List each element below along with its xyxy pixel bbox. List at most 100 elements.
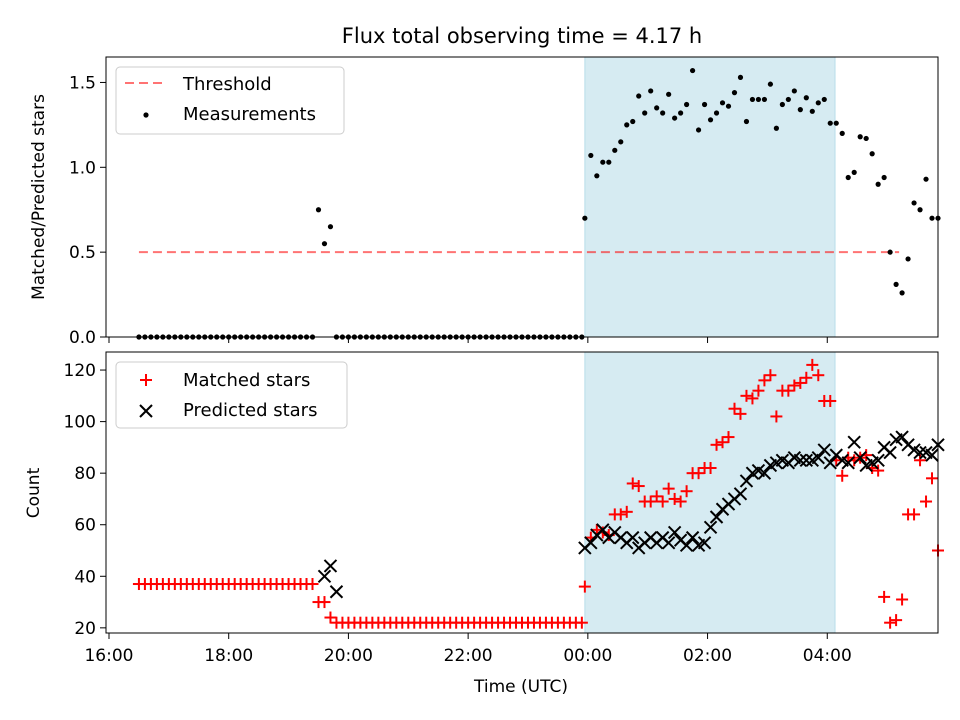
measurement-point: [684, 101, 690, 108]
y-tick-label: 0.5: [69, 243, 96, 263]
matched-star-point: [626, 477, 639, 490]
bottom-x-ticks: 16:00 18:00 20:00 22:00 00:00 02:00 04:00: [84, 633, 852, 666]
x-axis-label: Time (UTC): [473, 677, 568, 697]
matched-star-point: [872, 464, 885, 477]
measurement-point: [600, 159, 606, 165]
matched-star-point: [812, 369, 825, 382]
matched-star-point: [704, 462, 717, 475]
chart-title: Flux total observing time = 4.17 h: [342, 24, 702, 48]
measurement-point: [905, 256, 911, 262]
measurement-point: [791, 88, 797, 94]
matched-star-point: [680, 485, 693, 498]
measurement-point: [779, 101, 785, 108]
predicted-star-point: [661, 536, 676, 550]
predicted-stars-points: [317, 430, 945, 599]
y-tick-label: 80: [74, 464, 96, 484]
x-tick-label: 22:00: [444, 646, 493, 666]
measurement-point: [785, 96, 791, 103]
matched-star-point: [740, 389, 753, 402]
matched-star-point: [716, 436, 729, 449]
x-tick-label: 02:00: [683, 646, 732, 666]
measurement-point: [863, 135, 869, 142]
measurement-point: [809, 108, 815, 114]
matched-star-point: [770, 410, 783, 423]
predicted-star-point: [709, 510, 724, 524]
measurement-point: [857, 134, 863, 140]
predicted-star-point: [685, 530, 700, 545]
bottom-y-axis-label: Count: [24, 467, 44, 518]
predicted-star-point: [323, 559, 338, 573]
measurement-point: [654, 105, 660, 111]
bottom-y-ticks: 20 40 60 80 100 120: [64, 361, 106, 639]
measurement-point: [851, 169, 857, 175]
top-x-ticks: [108, 337, 828, 343]
matched-star-point: [674, 495, 687, 508]
measurement-point: [881, 174, 887, 181]
measurement-point: [893, 281, 899, 287]
matched-star-point: [824, 394, 837, 407]
predicted-star-point: [817, 443, 831, 457]
measurement-point: [731, 90, 738, 96]
matched-star-point: [650, 490, 663, 503]
matched-star-point: [620, 505, 633, 518]
measurement-point: [869, 151, 875, 157]
measurement-point: [923, 176, 929, 182]
matched-star-point: [926, 472, 939, 485]
predicted-star-point: [871, 453, 885, 467]
y-tick-label: 20: [74, 619, 96, 639]
measurement-point: [899, 290, 905, 296]
bottom-legend: Matched stars Predicted stars: [115, 361, 348, 429]
measurement-point: [737, 74, 744, 80]
y-tick-label: 40: [74, 567, 96, 587]
matched-star-point: [788, 379, 801, 392]
legend-predicted-swatch: [139, 404, 153, 418]
measurement-point: [749, 96, 756, 103]
predicted-star-point: [841, 456, 855, 470]
measurement-point: [695, 127, 702, 133]
predicted-star-point: [739, 474, 754, 488]
top-y-ticks: 0.0 0.5 1.0 1.5: [69, 73, 106, 348]
legend-measurements-label: Measurements: [183, 104, 316, 125]
matched-star-point: [728, 402, 741, 415]
legend-measurements-swatch: [143, 112, 149, 118]
y-tick-label: 1.5: [69, 73, 96, 93]
bottom-observing-window: [584, 351, 836, 634]
y-tick-label: 60: [74, 516, 96, 536]
matched-star-point: [794, 376, 807, 389]
matched-star-point: [920, 495, 933, 508]
matched-star-point: [662, 482, 675, 495]
matched-star-point: [896, 593, 909, 606]
predicted-star-point: [596, 523, 610, 537]
measurement-point: [845, 174, 851, 181]
measurement-point: [689, 67, 696, 74]
matched-star-point: [878, 590, 891, 603]
matched-star-point: [890, 614, 903, 627]
matched-star-point: [800, 371, 813, 384]
top-panel: 0.0 0.5 1.0 1.5 Matched/Predicted stars Thr…: [29, 56, 941, 348]
predicted-star-point: [757, 466, 772, 480]
measurement-point: [594, 173, 600, 179]
measurement-point: [755, 96, 762, 103]
measurement-point: [666, 91, 672, 97]
y-tick-label: 100: [64, 413, 96, 433]
predicted-star-point: [679, 538, 694, 553]
matched-stars-points: [132, 358, 944, 629]
x-tick-label: 16:00: [84, 646, 133, 666]
measurement-point: [618, 139, 624, 145]
measurement-point: [833, 120, 839, 126]
measurement-point: [713, 110, 720, 116]
top-legend: Threshold Measurements: [115, 66, 345, 135]
measurement-point: [911, 200, 917, 206]
matched-star-point: [908, 508, 921, 521]
predicted-star-point: [733, 487, 748, 501]
y-tick-label: 0.0: [69, 328, 96, 348]
matched-star-point: [710, 438, 723, 451]
matched-star-point: [722, 431, 735, 444]
measurement-point: [624, 122, 630, 128]
measurement-point: [875, 181, 881, 187]
measurement-point: [630, 118, 636, 125]
measurement-point: [648, 88, 654, 94]
measurement-point: [797, 107, 803, 113]
predicted-star-point: [823, 456, 837, 470]
